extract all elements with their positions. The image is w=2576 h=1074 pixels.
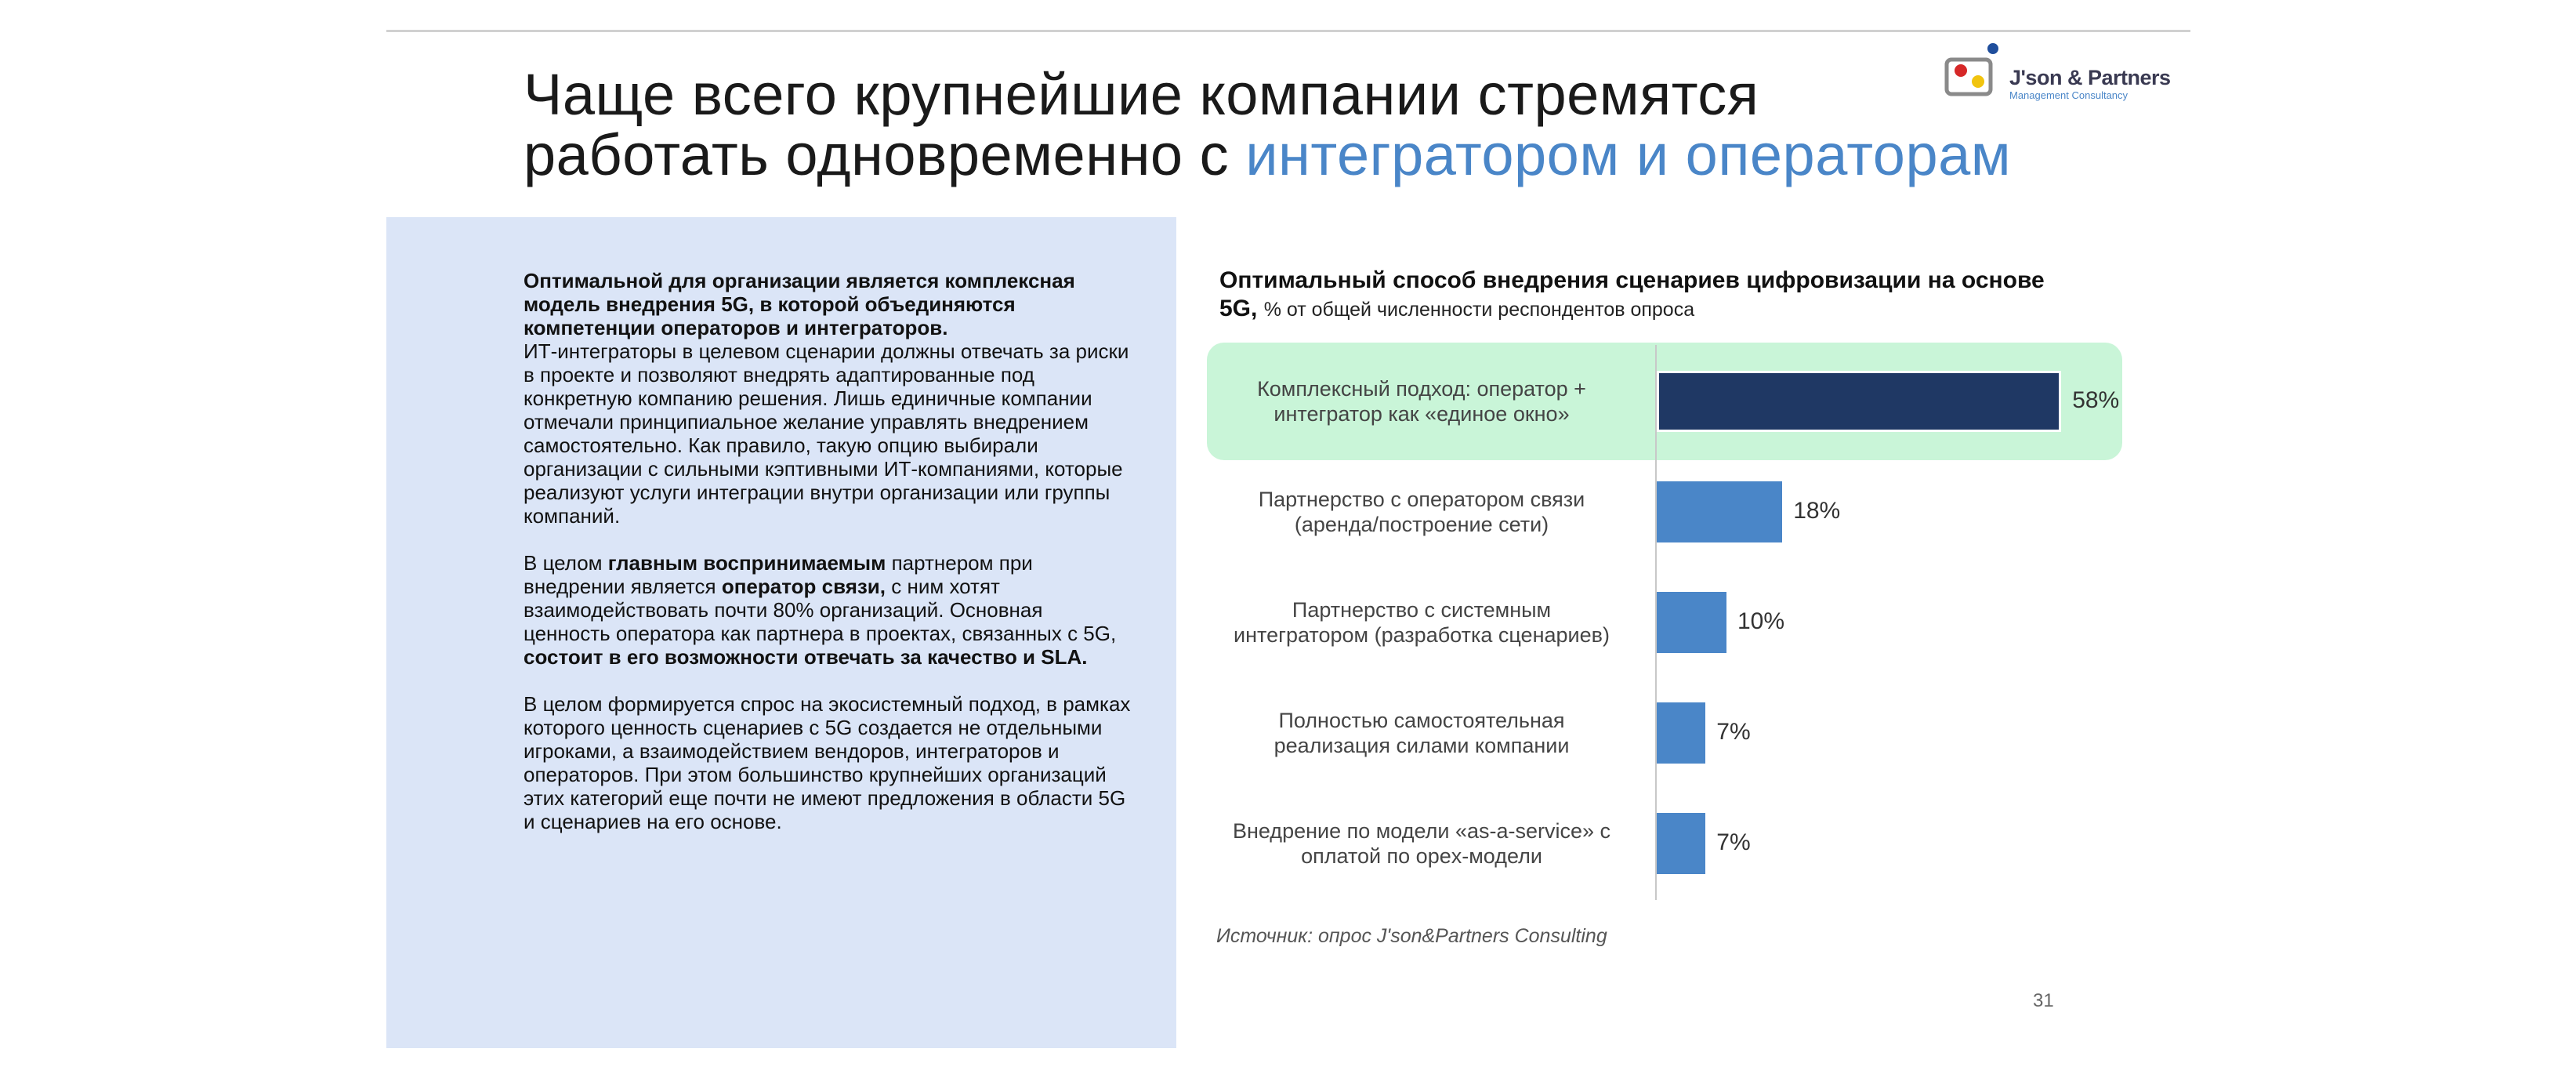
category-axis-line xyxy=(1655,345,1657,900)
category-label: Внедрение по модели «as-a-service» с опла… xyxy=(1207,818,1636,869)
bar xyxy=(1657,702,1706,764)
left-panel xyxy=(386,217,1176,1048)
category-label: Партнерство с системным интегратором (раз… xyxy=(1207,597,1636,648)
paragraph-2-f: состоит в его возможности отвечать за ка… xyxy=(524,645,1088,669)
page-number: 31 xyxy=(2033,990,2054,1011)
category-label-line: интегратором (разработка сценариев) xyxy=(1234,623,1610,647)
category-label: Полностью самостоятельная реализация сила… xyxy=(1207,708,1636,758)
category-label-line: интегратор как «единое окно» xyxy=(1274,402,1570,426)
paragraph-1: Оптимальной для организации является ком… xyxy=(524,269,1135,528)
paragraph-2-d: оператор связи, xyxy=(721,575,886,598)
chart-title-main: Оптимальный способ внедрения сценариев ц… xyxy=(1219,267,2045,321)
chart-title: Оптимальный способ внедрения сценариев ц… xyxy=(1219,267,2081,324)
paragraph-2-a: В целом xyxy=(524,551,608,575)
category-label-line: Партнерство с системным xyxy=(1292,598,1552,622)
category-label: Партнерство с оператором связи (аренда/по… xyxy=(1207,487,1636,537)
data-label: 7% xyxy=(1716,829,1751,855)
data-label: 7% xyxy=(1716,719,1751,745)
logo-name: J'son & Partners xyxy=(2009,66,2171,89)
top-divider xyxy=(386,30,2190,32)
page-title: Чаще всего крупнейшие компании стремятся… xyxy=(524,64,2169,185)
data-label: 18% xyxy=(1793,498,1841,524)
title-line-2: работать одновременно с интегратором и о… xyxy=(524,125,2169,185)
paragraph-2-c: партнером при внедрении является xyxy=(524,551,1033,598)
paragraph-2: В целом главным воспринимаемым партнером… xyxy=(524,551,1135,669)
category-label-line: Партнерство с оператором связи xyxy=(1258,488,1585,511)
paragraph-2-e: с ним хотят взаимодействовать почти 80% … xyxy=(524,575,1117,645)
paragraph-1-bold: Оптимальной для организации является ком… xyxy=(524,269,1075,339)
category-label-line: Полностью самостоятельная xyxy=(1278,709,1565,732)
source-note: Источник: опрос J'son&Partners Consultin… xyxy=(1216,925,1607,947)
data-label: 10% xyxy=(1737,608,1785,634)
category-label: Комплексный подход: оператор + интегратор… xyxy=(1207,376,1636,426)
left-text: Оптимальной для организации является ком… xyxy=(524,269,1135,857)
category-label-line: Комплексный подход: оператор + xyxy=(1257,377,1586,401)
title-line-2-accent: интегратором и операторам xyxy=(1245,122,2012,187)
bar xyxy=(1657,813,1706,874)
paragraph-2-b: главным воспринимаемым xyxy=(607,551,886,575)
bar xyxy=(1657,371,2062,432)
category-label-line: реализация силами компании xyxy=(1274,734,1570,757)
data-label: 58% xyxy=(2072,387,2120,413)
chart-subtitle: % от общей численности респондентов опро… xyxy=(1263,299,1695,321)
paragraph-1-rest: ИТ-интеграторы в целевом сценарии должны… xyxy=(524,339,1129,528)
logo-subtitle: Management Consultancy xyxy=(2009,89,2129,101)
bar xyxy=(1657,481,1783,542)
category-label-line: Внедрение по модели «as-a-service» с xyxy=(1232,819,1611,843)
paragraph-3: В целом формируется спрос на экосистемны… xyxy=(524,692,1131,833)
company-logo: J'son & Partners Management Consultancy xyxy=(1940,39,2176,110)
title-line-2-plain: работать одновременно с xyxy=(524,122,1246,187)
title-line-1: Чаще всего крупнейшие компании стремятся xyxy=(524,62,1759,127)
logo-mark-icon xyxy=(1944,43,1998,96)
category-label-line: (аренда/построение сети) xyxy=(1294,513,1549,536)
category-label-line: оплатой по opex-модели xyxy=(1301,844,1542,868)
bar xyxy=(1657,592,1726,653)
